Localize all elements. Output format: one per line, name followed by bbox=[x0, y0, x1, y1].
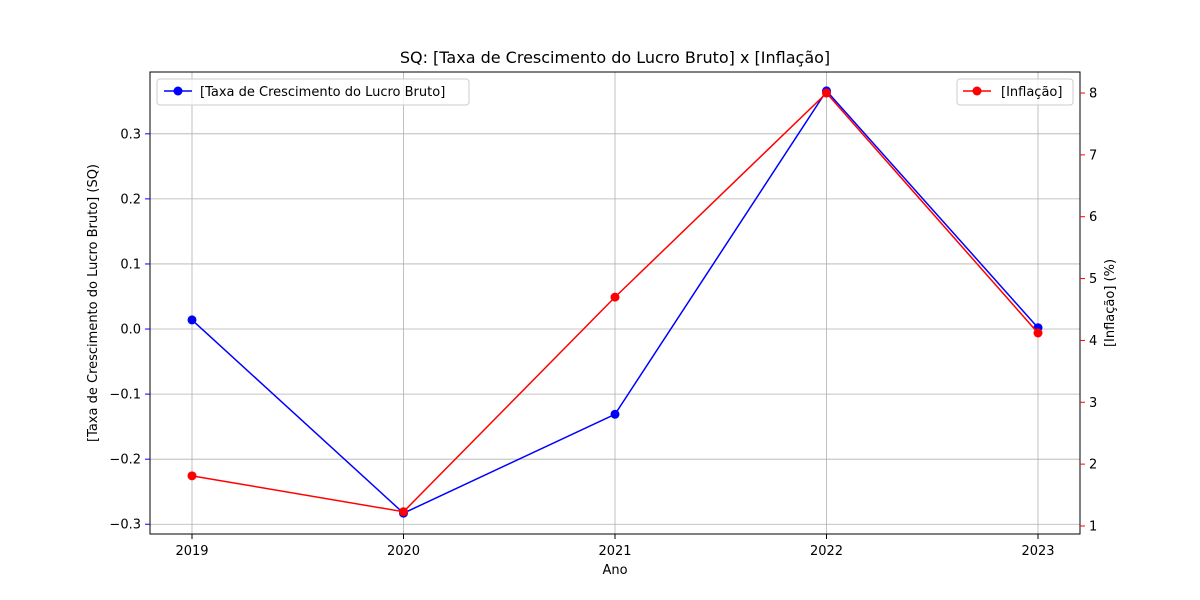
x-tick-label: 2023 bbox=[1021, 544, 1054, 559]
y-right-tick-label: 6 bbox=[1089, 210, 1097, 225]
y-left-tick-label: 0.3 bbox=[120, 127, 141, 142]
y-left-tick-label: 0.2 bbox=[120, 192, 141, 207]
legend-left-marker bbox=[173, 86, 183, 96]
y-axis-left-label: [Taxa de Crescimento do Lucro Bruto] (SQ… bbox=[86, 164, 101, 442]
y-axis-left: −0.3 −0.2 −0.1 0.0 0.1 0.2 0.3 bbox=[109, 127, 150, 533]
y-right-tick-label: 7 bbox=[1089, 148, 1097, 163]
y-axis-right: 1 2 3 4 5 6 7 8 bbox=[1080, 87, 1097, 534]
y-left-tick-label: −0.2 bbox=[109, 453, 141, 468]
y-left-tick-label: −0.1 bbox=[109, 388, 141, 403]
series-1-point bbox=[822, 88, 831, 98]
y-left-tick-label: −0.3 bbox=[109, 518, 141, 533]
x-axis-label: Ano bbox=[602, 563, 627, 578]
y-left-tick-label: 0.1 bbox=[120, 257, 141, 272]
y-left-tick-label: 0.0 bbox=[120, 323, 141, 338]
series-1-point bbox=[399, 507, 408, 517]
series-1-point bbox=[1033, 328, 1043, 338]
series-1-point bbox=[187, 471, 197, 481]
y-right-tick-label: 8 bbox=[1089, 87, 1097, 102]
y-right-tick-label: 4 bbox=[1089, 334, 1097, 349]
series-1-point bbox=[610, 292, 620, 302]
y-right-tick-label: 1 bbox=[1089, 519, 1097, 534]
y-axis-right-label: [Inflação] (%) bbox=[1103, 259, 1118, 347]
x-tick-label: 2020 bbox=[387, 544, 420, 559]
x-tick-label: 2019 bbox=[175, 544, 208, 559]
legend-right: [Inflação] bbox=[956, 78, 1074, 106]
y-right-tick-label: 3 bbox=[1089, 396, 1097, 411]
y-right-tick-label: 5 bbox=[1089, 272, 1097, 287]
x-axis: 2019 2020 2021 2022 2023 bbox=[175, 534, 1055, 559]
legend-right-marker bbox=[972, 86, 982, 96]
series-0-point bbox=[610, 409, 620, 419]
series-0-point bbox=[187, 315, 197, 325]
legend-left: [Taxa de Crescimento do Lucro Bruto] bbox=[156, 78, 470, 106]
chart-title: SQ: [Taxa de Crescimento do Lucro Bruto]… bbox=[400, 48, 830, 67]
grid bbox=[150, 72, 1080, 534]
legend-right-label: [Inflação] bbox=[1001, 85, 1062, 100]
y-right-tick-label: 2 bbox=[1089, 458, 1097, 473]
x-tick-label: 2021 bbox=[598, 544, 631, 559]
series-layer bbox=[187, 86, 1043, 518]
legend-left-label: [Taxa de Crescimento do Lucro Bruto] bbox=[200, 85, 445, 100]
legend-right-box bbox=[956, 78, 1074, 106]
x-tick-label: 2022 bbox=[810, 544, 843, 559]
legend-left-box bbox=[156, 78, 470, 106]
